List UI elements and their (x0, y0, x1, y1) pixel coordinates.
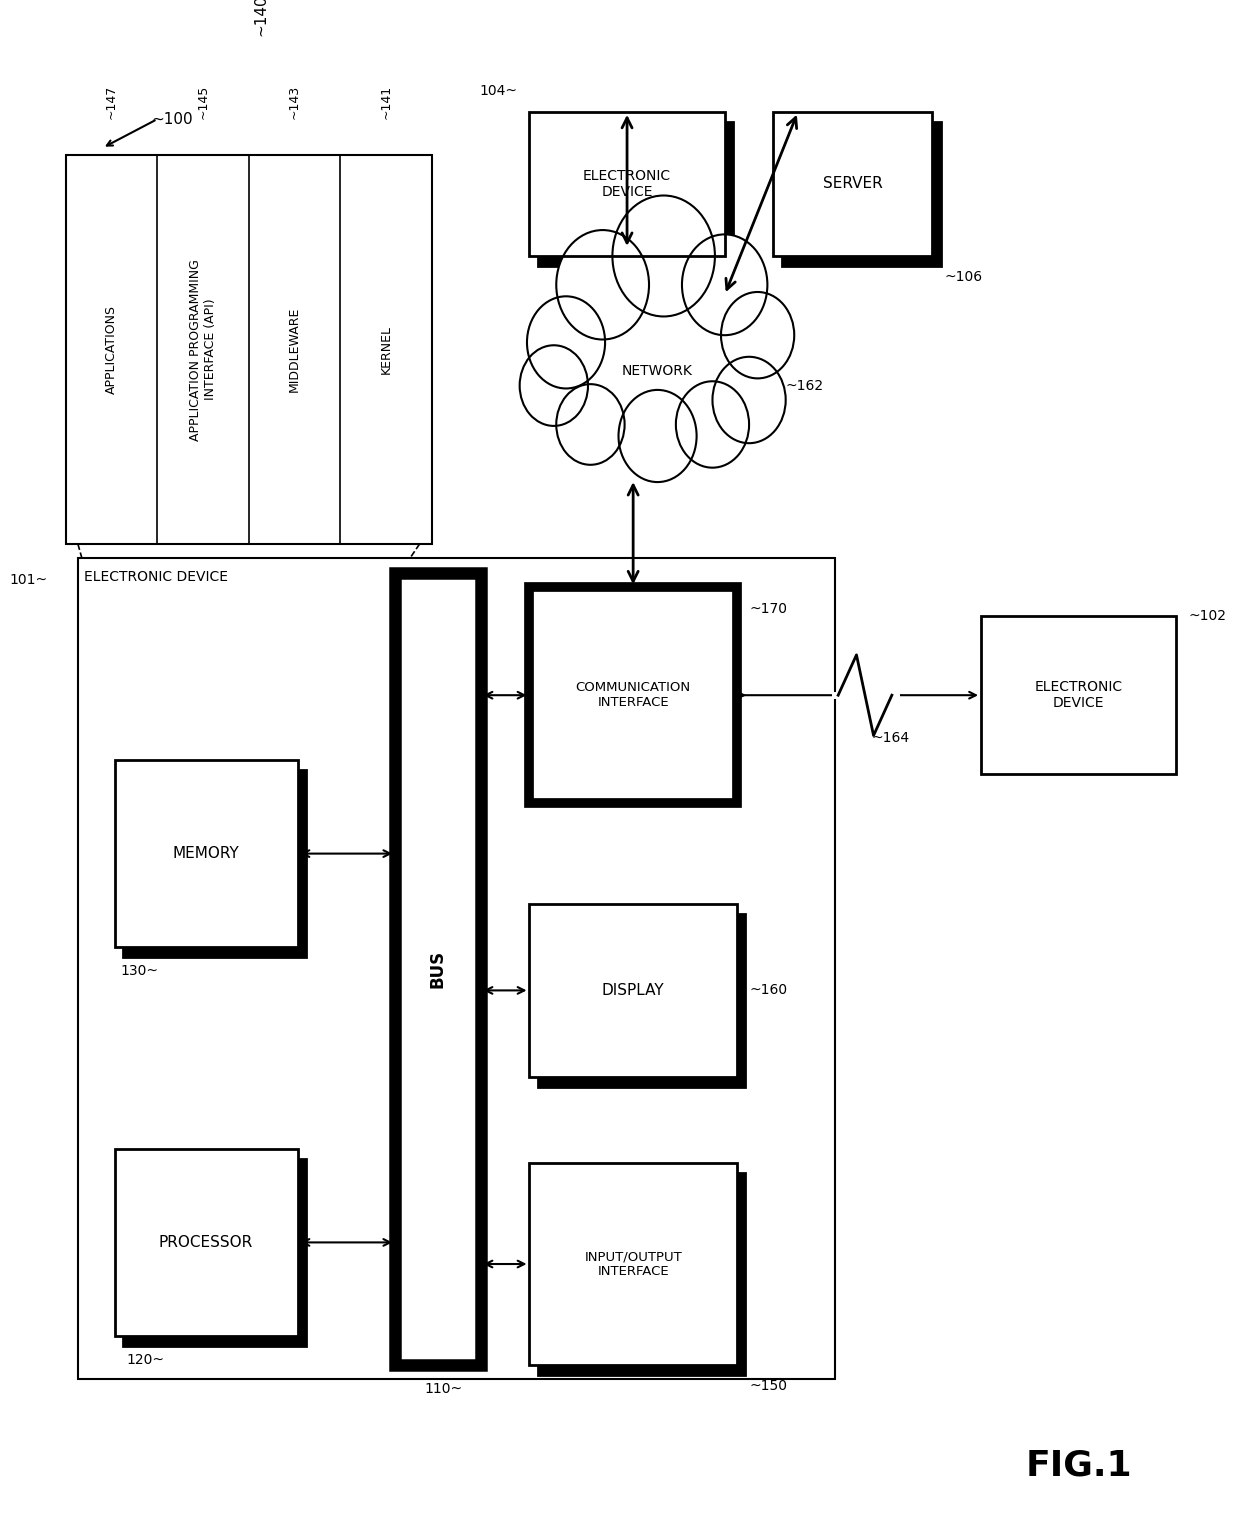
Text: ~162: ~162 (786, 378, 823, 392)
Text: ~140: ~140 (253, 0, 268, 35)
Circle shape (713, 357, 786, 443)
Text: 110~: 110~ (425, 1383, 463, 1396)
Text: ~147: ~147 (105, 85, 118, 119)
FancyBboxPatch shape (529, 1163, 737, 1364)
Text: ELECTRONIC
DEVICE: ELECTRONIC DEVICE (1034, 681, 1122, 710)
Text: APPLICATION PROGRAMMING
INTERFACE (API): APPLICATION PROGRAMMING INTERFACE (API) (188, 258, 217, 441)
Text: DISPLAY: DISPLAY (601, 983, 665, 998)
Circle shape (682, 235, 768, 336)
Text: COMMUNICATION
INTERFACE: COMMUNICATION INTERFACE (575, 681, 691, 710)
FancyBboxPatch shape (529, 903, 737, 1077)
Text: FIG.1: FIG.1 (1025, 1448, 1132, 1483)
Text: ~150: ~150 (749, 1380, 787, 1393)
Text: NETWORK: NETWORK (622, 365, 693, 378)
Text: ~170: ~170 (749, 601, 787, 615)
FancyBboxPatch shape (114, 1149, 298, 1337)
FancyBboxPatch shape (123, 1158, 306, 1346)
Text: ~164: ~164 (872, 731, 909, 745)
FancyBboxPatch shape (981, 617, 1177, 774)
Circle shape (527, 296, 605, 389)
Circle shape (613, 195, 715, 316)
Text: ~102: ~102 (1188, 609, 1226, 623)
Text: ~106: ~106 (945, 270, 982, 284)
Text: 101~: 101~ (9, 572, 47, 588)
Text: ~141: ~141 (379, 85, 393, 119)
FancyBboxPatch shape (782, 122, 941, 266)
Circle shape (557, 385, 625, 465)
Text: MIDDLEWARE: MIDDLEWARE (288, 307, 301, 392)
Ellipse shape (553, 319, 761, 438)
Text: 104~: 104~ (479, 84, 517, 98)
Text: 120~: 120~ (126, 1354, 165, 1367)
Text: SERVER: SERVER (823, 177, 883, 191)
FancyBboxPatch shape (529, 588, 737, 803)
Text: KERNEL: KERNEL (379, 325, 393, 374)
Text: MEMORY: MEMORY (172, 845, 239, 861)
FancyBboxPatch shape (123, 771, 306, 957)
FancyBboxPatch shape (538, 1173, 745, 1375)
Circle shape (557, 230, 649, 339)
Text: ~143: ~143 (288, 85, 301, 119)
FancyBboxPatch shape (78, 559, 835, 1380)
Text: PROCESSOR: PROCESSOR (159, 1235, 253, 1250)
FancyBboxPatch shape (114, 760, 298, 948)
Circle shape (676, 382, 749, 467)
Circle shape (619, 391, 697, 482)
Circle shape (520, 345, 588, 426)
Text: APPLICATIONS: APPLICATIONS (105, 305, 118, 394)
FancyBboxPatch shape (538, 122, 733, 266)
Text: ~160: ~160 (749, 983, 787, 998)
Text: INPUT/OUTPUT
INTERFACE: INPUT/OUTPUT INTERFACE (584, 1250, 682, 1277)
FancyBboxPatch shape (529, 111, 724, 256)
FancyBboxPatch shape (774, 111, 932, 256)
FancyBboxPatch shape (66, 156, 432, 543)
Text: ELECTRONIC
DEVICE: ELECTRONIC DEVICE (583, 169, 671, 198)
Text: ~145: ~145 (196, 85, 210, 119)
Text: ELECTRONIC DEVICE: ELECTRONIC DEVICE (84, 569, 228, 584)
Text: ~100: ~100 (151, 111, 192, 127)
FancyBboxPatch shape (396, 572, 481, 1364)
Circle shape (720, 291, 795, 378)
FancyBboxPatch shape (538, 914, 745, 1087)
Text: BUS: BUS (429, 949, 446, 987)
Text: 130~: 130~ (120, 964, 159, 978)
